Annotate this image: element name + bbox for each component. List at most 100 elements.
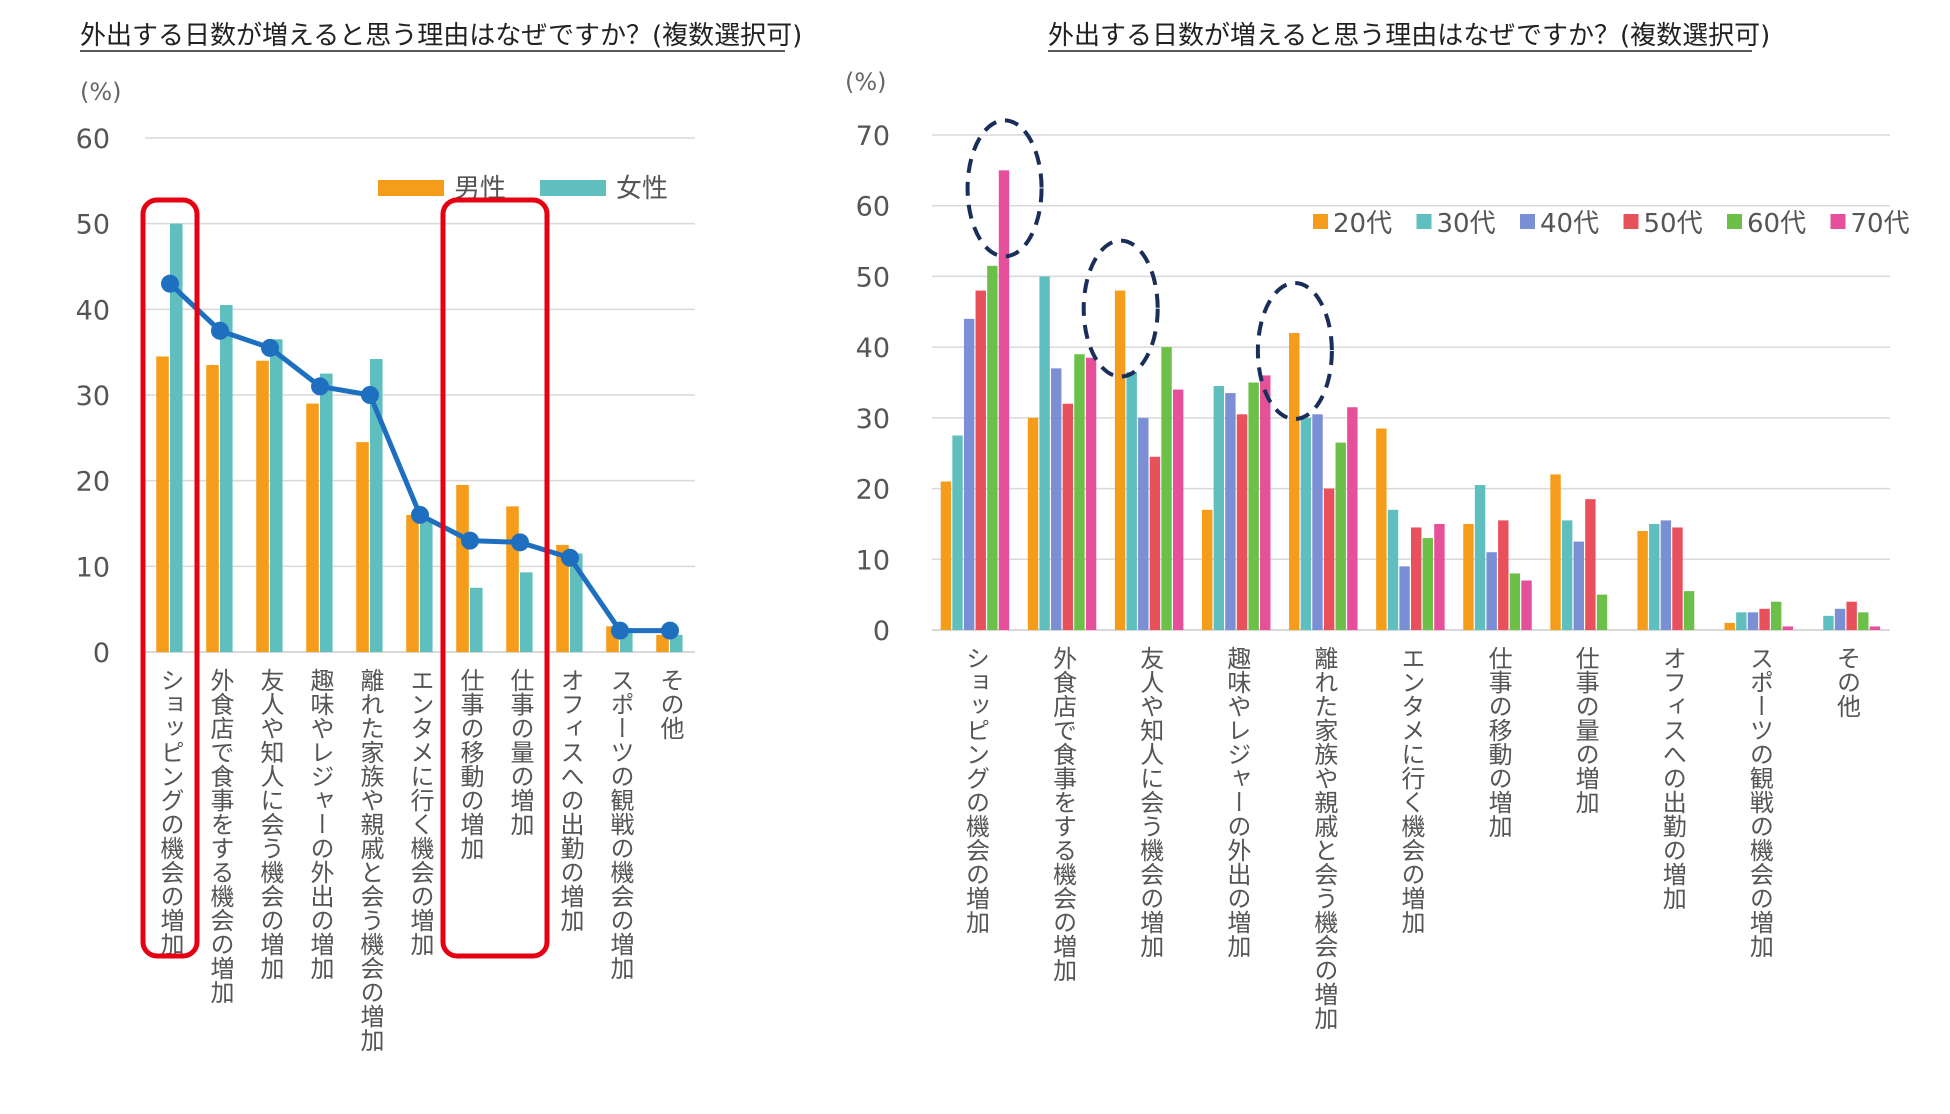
y-unit-left: (%) bbox=[80, 78, 122, 106]
right-bar bbox=[1858, 612, 1869, 630]
left-category-label: その他 bbox=[656, 668, 684, 740]
y-unit-right: (%) bbox=[845, 68, 887, 96]
age-chart: 外出する日数が増えると思う理由はなぜですか？(複数選択可) (%) 0 10 20 3… bbox=[845, 21, 1910, 1030]
right-legend-label: 40代 bbox=[1540, 209, 1599, 239]
right-emphasis-circle bbox=[1255, 281, 1334, 421]
right-bar bbox=[1399, 566, 1410, 630]
right-legend-swatch bbox=[1623, 214, 1639, 229]
right-emphasis-circle bbox=[965, 118, 1044, 259]
right-bar bbox=[1649, 523, 1660, 630]
left-trend-point bbox=[511, 533, 529, 552]
right-bar bbox=[1724, 622, 1735, 630]
right-category-label: 仕事の移動の増加 bbox=[1484, 646, 1512, 838]
right-bar bbox=[1172, 389, 1184, 630]
left-bar bbox=[206, 365, 219, 652]
right-bar bbox=[1573, 541, 1584, 630]
left-y-tick-label: 0 bbox=[93, 638, 110, 669]
right-y-tick-label: 70 bbox=[856, 121, 890, 152]
right-bar bbox=[1823, 615, 1834, 630]
right-legend-swatch bbox=[1830, 214, 1846, 229]
right-bar bbox=[998, 170, 1010, 630]
right-bar bbox=[1422, 538, 1434, 630]
right-bar bbox=[1596, 594, 1608, 630]
chart-title-right: 外出する日数が増えると思う理由はなぜですか？(複数選択可) bbox=[1048, 21, 1770, 51]
right-bar bbox=[1498, 520, 1509, 630]
right-bar bbox=[1759, 608, 1770, 630]
left-trend-point bbox=[311, 377, 329, 396]
left-category-label: 友人や知人に会う機会の増加 bbox=[256, 668, 284, 980]
right-bar bbox=[1289, 333, 1300, 630]
left-bar bbox=[420, 519, 433, 652]
left-category-label: オフィスへの出勤の増加 bbox=[556, 668, 584, 932]
left-plot-area: 0 10 20 30 40 50 60 ショッピングの機会の増加 外食店で食事をする機会の増加友… bbox=[76, 124, 695, 1052]
right-bar bbox=[1149, 456, 1161, 630]
right-bar bbox=[1347, 407, 1358, 630]
left-trend-point bbox=[561, 548, 579, 567]
left-bar bbox=[170, 223, 183, 652]
right-bar bbox=[1335, 442, 1346, 630]
left-trend-point bbox=[611, 621, 629, 640]
right-category-label: 外食店で食事をする機会の増加 bbox=[1049, 646, 1077, 982]
left-legend-swatch bbox=[540, 180, 606, 196]
left-legend-label: 女性 bbox=[616, 174, 668, 204]
right-legend-label: 20代 bbox=[1333, 209, 1392, 239]
left-trend-point bbox=[161, 274, 179, 293]
right-legend-label: 60代 bbox=[1747, 209, 1806, 239]
right-y-tick-label: 20 bbox=[856, 475, 890, 506]
right-category-label: ショッピングの機会の増加 bbox=[962, 646, 990, 934]
right-bar bbox=[1236, 414, 1248, 630]
right-bar bbox=[1085, 357, 1097, 630]
right-legend-swatch bbox=[1416, 214, 1432, 229]
right-legend-swatch bbox=[1727, 214, 1742, 229]
right-bar bbox=[1434, 523, 1445, 630]
right-category-label: 仕事の量の増加 bbox=[1571, 646, 1599, 814]
right-bar bbox=[1846, 601, 1857, 630]
right-bar bbox=[963, 318, 975, 630]
right-bar bbox=[1869, 626, 1881, 630]
right-bar bbox=[1074, 354, 1085, 630]
right-bar bbox=[1312, 414, 1323, 630]
right-bar bbox=[1747, 612, 1759, 630]
right-bar bbox=[1834, 608, 1846, 630]
right-bar bbox=[1062, 403, 1074, 630]
right-category-label: 友人や知人に会う機会の増加 bbox=[1136, 646, 1164, 958]
right-bar bbox=[1051, 368, 1062, 630]
left-bar bbox=[520, 572, 533, 652]
left-y-tick-label: 10 bbox=[76, 552, 110, 583]
right-bar bbox=[1300, 417, 1312, 630]
left-bar bbox=[156, 356, 169, 652]
left-highlight-box bbox=[140, 197, 200, 959]
right-bar bbox=[1561, 520, 1573, 630]
right-bar bbox=[1248, 382, 1259, 630]
right-category-label: 離れた家族や親戚と会う機会の増加 bbox=[1310, 646, 1338, 1030]
right-bar bbox=[1161, 347, 1172, 630]
left-category-label: 離れた家族や親戚と会う機会の増加 bbox=[356, 668, 384, 1052]
left-trend-point bbox=[361, 386, 379, 404]
right-legend-swatch bbox=[1313, 214, 1328, 229]
right-plot-area: 0 10 20 30 40 50 60 70 ショッピングの機会の増加 外食店で食事をする機会の増… bbox=[856, 118, 1910, 1030]
left-trend-point bbox=[261, 338, 279, 357]
right-category-label: その他 bbox=[1832, 646, 1860, 718]
left-category-label: 趣味やレジャーの外出の増加 bbox=[306, 668, 334, 980]
right-y-tick-label: 50 bbox=[856, 262, 890, 293]
left-bar bbox=[470, 587, 483, 652]
left-bar bbox=[570, 553, 583, 652]
right-y-tick-label: 60 bbox=[856, 192, 890, 223]
left-legend-swatch bbox=[378, 180, 444, 196]
right-bar bbox=[1474, 485, 1486, 630]
left-bar bbox=[456, 484, 469, 652]
right-bar bbox=[1126, 371, 1137, 630]
right-y-tick-label: 0 bbox=[873, 616, 890, 647]
left-trend-point bbox=[211, 321, 229, 340]
left-bar bbox=[670, 634, 683, 652]
left-bar bbox=[220, 305, 233, 652]
left-y-tick-label: 40 bbox=[76, 295, 110, 326]
left-category-label: スポーツの観戦の機会の増加 bbox=[606, 668, 634, 980]
right-category-label: エンタメに行く機会の増加 bbox=[1397, 646, 1425, 934]
left-category-label: 仕事の移動の増加 bbox=[456, 668, 484, 860]
left-trend-point bbox=[661, 621, 679, 640]
right-bar bbox=[987, 265, 998, 630]
left-category-label: 外食店で食事をする機会の増加 bbox=[206, 668, 234, 1004]
